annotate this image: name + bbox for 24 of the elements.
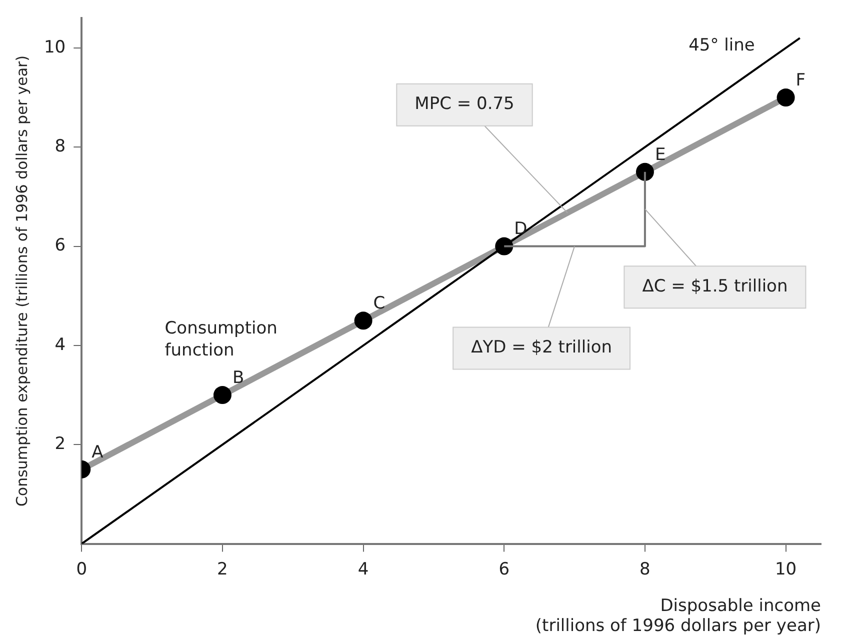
x-tick-label: 2 (217, 559, 228, 580)
x-tick-label: 6 (498, 559, 510, 580)
annotation: MPC = 0.75 (414, 94, 514, 114)
data-label: D (514, 219, 528, 240)
data-label: E (654, 144, 666, 165)
annotation: Consumption function (164, 318, 278, 361)
y-tick-label: 2 (54, 434, 66, 454)
annotation: ΔYD = $2 trillion (471, 338, 612, 358)
y-axis-title: Consumption expenditure (trillions of 1996 dollars per year) (12, 55, 31, 507)
x-tick-label: 4 (358, 559, 369, 580)
x-tick-label: 8 (640, 559, 650, 580)
data-label: C (373, 294, 386, 314)
annotation: ΔC = $1.5 trillion (642, 276, 788, 297)
annotation: 45° line (688, 35, 755, 56)
data-label: F (796, 70, 806, 90)
x-tick-label: 0 (76, 559, 88, 580)
x-axis-title: Disposable income (trillions of 1996 dollars per year) (535, 596, 821, 636)
y-tick-label: 4 (54, 334, 66, 355)
data-label: A (92, 442, 104, 462)
y-tick-label: 6 (54, 236, 66, 256)
x-tick-label: 10 (774, 559, 797, 580)
data-label: B (232, 368, 244, 388)
y-tick-label: 10 (44, 37, 66, 58)
y-tick-label: 8 (54, 136, 66, 157)
